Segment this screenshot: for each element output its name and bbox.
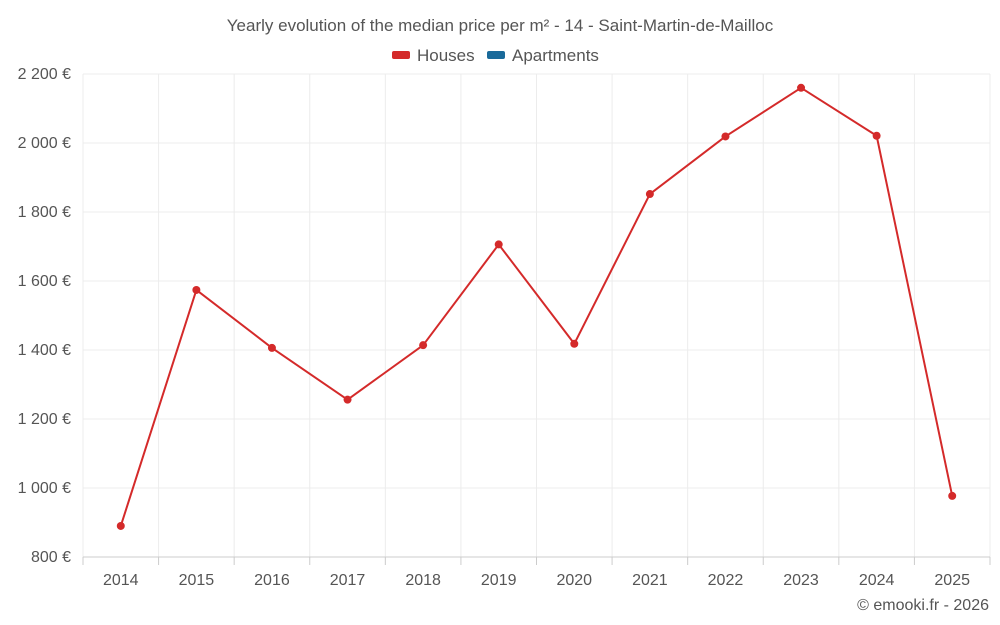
x-tick-label: 2014: [103, 572, 139, 589]
x-tick-label: 2017: [330, 572, 366, 589]
data-point-houses-2014[interactable]: [116, 521, 125, 530]
y-tick-label: 1 600 €: [18, 273, 71, 290]
x-axis-ticks: 2014 2015 2016 2017 2018 2019 2020 2021 2022 2023…: [103, 572, 970, 589]
y-tick-label: 1 200 €: [18, 411, 71, 428]
legend: Houses Apartments: [392, 46, 599, 65]
grid: [82, 73, 991, 565]
x-tick-label: 2023: [783, 572, 819, 589]
y-tick-label: 2 200 €: [18, 66, 71, 83]
data-point-houses-2018[interactable]: [419, 341, 428, 350]
y-tick-label: 1 000 €: [18, 480, 71, 497]
x-tick-label: 2016: [254, 572, 290, 589]
y-tick-label: 1 400 €: [18, 342, 71, 359]
y-tick-label: 1 800 €: [18, 204, 71, 221]
x-tick-label: 2020: [556, 572, 592, 589]
legend-item-apartments[interactable]: Apartments: [487, 46, 599, 65]
data-point-houses-2015[interactable]: [192, 285, 201, 294]
credit-text: © emooki.fr - 2026: [857, 597, 989, 614]
data-point-houses-2025[interactable]: [948, 491, 957, 500]
legend-swatch-apartments: [487, 51, 505, 59]
series-layer: [116, 83, 957, 530]
data-point-houses-2024[interactable]: [872, 131, 881, 140]
x-tick-label: 2024: [859, 572, 895, 589]
y-tick-label: 2 000 €: [18, 135, 71, 152]
series-line-houses: [119, 86, 954, 527]
legend-item-houses[interactable]: Houses: [392, 46, 475, 65]
x-tick-label: 2015: [179, 572, 215, 589]
x-tick-label: 2021: [632, 572, 668, 589]
data-point-houses-2020[interactable]: [570, 339, 579, 348]
data-point-houses-2017[interactable]: [343, 395, 352, 404]
legend-swatch-houses: [392, 51, 410, 59]
legend-label-apartments: Apartments: [512, 46, 599, 65]
chart-title: Yearly evolution of the median price per…: [227, 16, 774, 35]
legend-label-houses: Houses: [417, 46, 475, 65]
x-tick-label: 2022: [708, 572, 744, 589]
data-point-houses-2016[interactable]: [267, 343, 276, 352]
data-point-houses-2023[interactable]: [797, 83, 806, 92]
x-tick-label: 2018: [405, 572, 441, 589]
data-point-houses-2019[interactable]: [494, 240, 503, 249]
data-point-houses-2021[interactable]: [645, 190, 654, 199]
y-tick-label: 800 €: [31, 549, 71, 566]
x-tick-label: 2025: [934, 572, 970, 589]
data-point-houses-2022[interactable]: [721, 132, 730, 141]
x-tick-label: 2019: [481, 572, 517, 589]
y-axis-ticks: 800 € 1 000 € 1 200 € 1 400 € 1 600 € 1 800 €…: [18, 66, 71, 566]
